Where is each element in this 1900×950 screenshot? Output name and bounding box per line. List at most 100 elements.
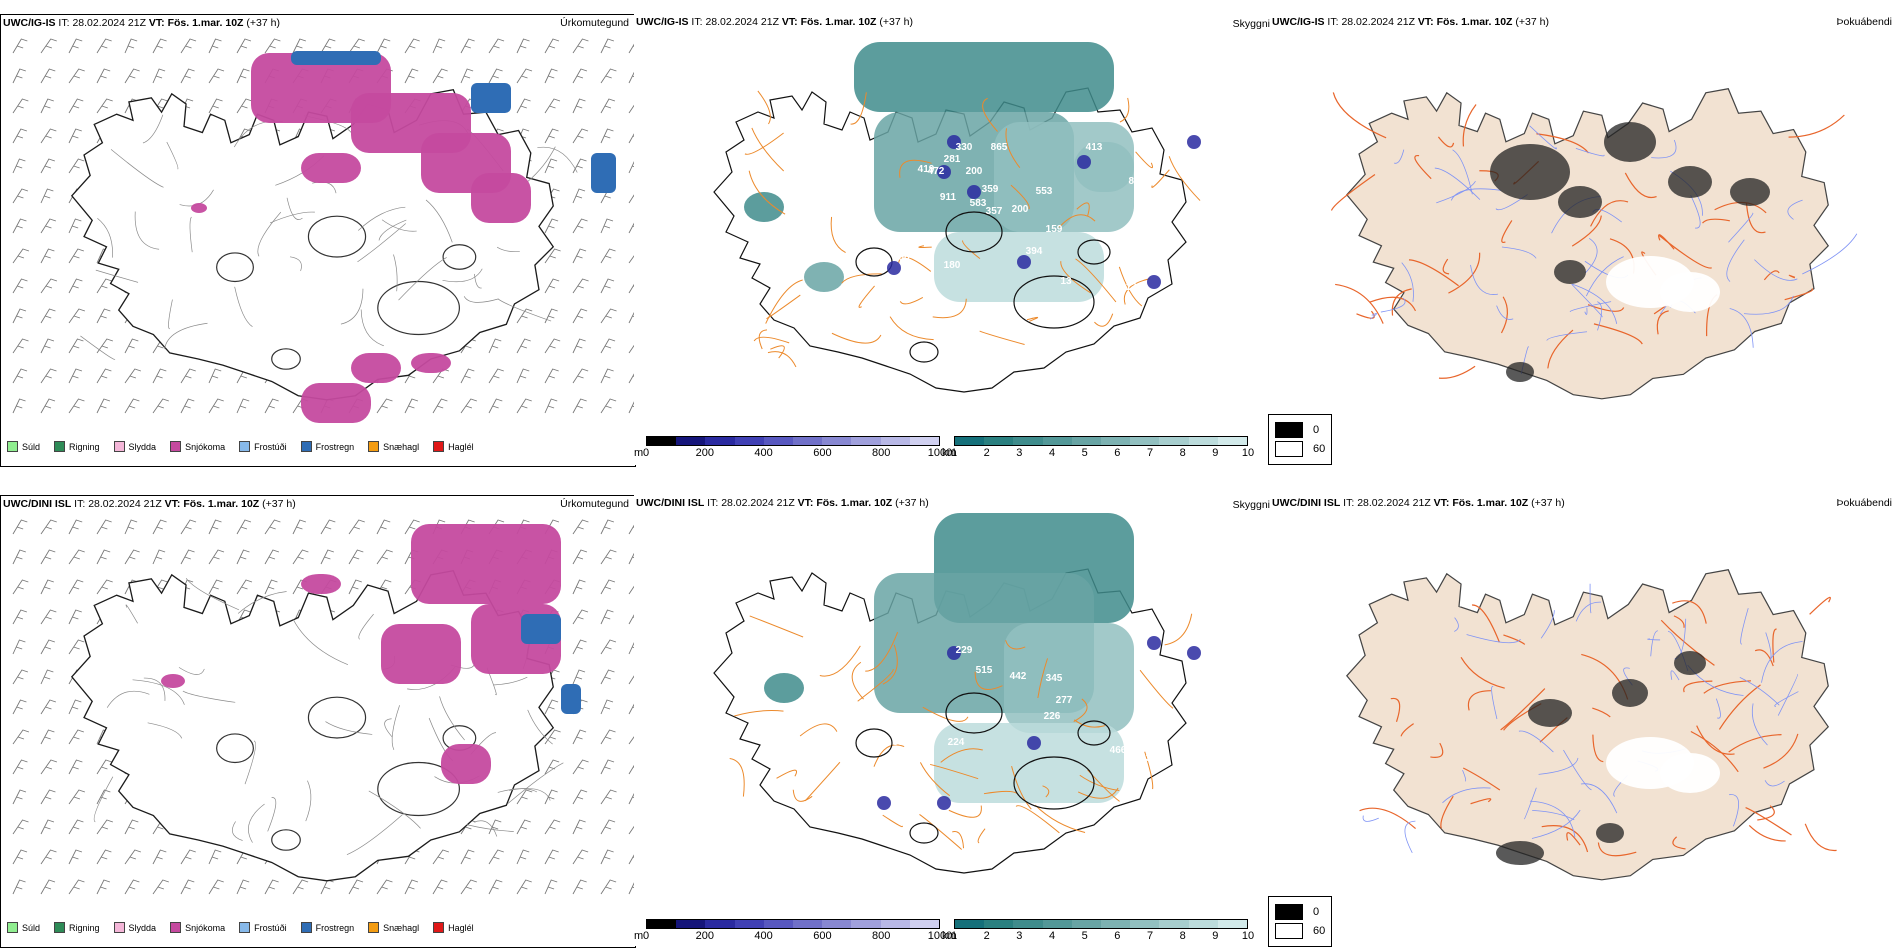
legend-label: Frostregn — [315, 922, 355, 933]
colorbar-segment — [1130, 920, 1160, 928]
fog-legend-row2: 0 60 — [1268, 896, 1333, 947]
model-name: UWC/IG-IS — [1272, 16, 1325, 28]
legend-label: Snjókoma — [185, 922, 226, 933]
visibility-colorbar: km 1 2 3 4 5 6 7 8 9 10 — [942, 919, 1254, 943]
colorbar-segment — [984, 437, 1014, 445]
panel-title: Þokuábendi — [1836, 497, 1892, 509]
colorbar-tick: 10 — [1241, 930, 1255, 942]
colorbar-segment — [734, 437, 764, 445]
it-value: 28.02.2024 21Z — [721, 497, 795, 509]
fog-legend-row1: 0 60 — [1268, 414, 1333, 465]
colorbar-segment — [1130, 437, 1160, 445]
vt-label: VT: — [781, 16, 798, 28]
model-name: UWC/IG-IS — [636, 16, 689, 28]
colorbar-segment — [984, 920, 1014, 928]
precip-legend-item: Slydda — [113, 441, 156, 452]
colorbar-tick: 600 — [813, 930, 832, 942]
precip-legend-item: Haglél — [433, 441, 474, 452]
ceiling-value-label: 80 — [1128, 176, 1140, 187]
colorbar-segment — [1217, 437, 1248, 445]
colorbar-segment — [676, 437, 706, 445]
precip-legend-item: Rigning — [54, 441, 100, 452]
colorbar-tick: 9 — [1212, 930, 1219, 942]
ceiling-value-label: 226 — [1044, 711, 1061, 722]
panel-header: UWC/DINI ISL IT: 28.02.2024 21Z VT: Fös.… — [636, 497, 929, 509]
colorbar-segment — [676, 920, 706, 928]
vt-label: VT: — [797, 497, 814, 509]
precip-legend-item: Snjókoma — [170, 441, 225, 452]
legend-label: Frostúði — [254, 922, 287, 933]
it-label: IT: — [58, 17, 70, 29]
ceiling-colorbar: m 0 200 400 600 800 1000 — [634, 436, 952, 460]
ceiling-value-label: 200 — [1012, 204, 1029, 215]
legend-swatch — [7, 922, 18, 933]
vt-label: VT: — [1433, 497, 1450, 509]
colorbar-segment — [763, 920, 794, 928]
legend-swatch — [239, 441, 251, 452]
colorbar-segment — [1159, 437, 1189, 445]
lead-time: (+37 h) — [895, 497, 929, 509]
ceiling-value-label: 401 — [1196, 164, 1213, 175]
panel-title: Skyggni — [1232, 18, 1270, 30]
ceiling-value-label: 124 — [926, 885, 943, 896]
colorbar-tick: 1000 — [927, 930, 953, 942]
legend-swatch — [113, 441, 125, 452]
fog-legend-swatch — [1275, 422, 1303, 438]
ceiling-value-label: 865 — [991, 142, 1008, 153]
ceiling-value-label: 281 — [944, 154, 961, 165]
legend-swatch — [113, 922, 125, 933]
ceiling-value-label: 419 — [918, 164, 935, 175]
colorbar-segment — [1071, 437, 1102, 445]
colorbar-tick: 200 — [695, 930, 714, 942]
model-name: UWC/DINI ISL — [636, 497, 705, 509]
ceiling-value-label: 229 — [956, 645, 973, 656]
precip-legend-item: Frostregn — [300, 922, 355, 933]
legend-label: Súld — [22, 441, 41, 452]
colorbar-tick: 8 — [1179, 447, 1186, 459]
panel-title: Skyggni — [1232, 499, 1270, 511]
fog-legend-item: 0 — [1275, 904, 1325, 920]
colorbar-segment — [647, 920, 677, 928]
panel-title: Úrkomutegund — [560, 17, 629, 29]
fog-index-map — [1330, 88, 1858, 400]
ceiling-value-label: 553 — [1036, 186, 1053, 197]
colorbar-segment — [851, 437, 881, 445]
ceiling-value-label: 13 — [1060, 276, 1072, 287]
colorbar-tick: 7 — [1146, 447, 1154, 459]
lead-time: (+37 h) — [1531, 497, 1565, 509]
precip-legend-item: Haglél — [433, 922, 474, 933]
colorbar-tick: 8 — [1179, 930, 1186, 942]
panel-title: Úrkomutegund — [560, 498, 629, 510]
precip-legend-item: Frostregn — [300, 441, 355, 452]
legend-label: Haglél — [448, 441, 474, 452]
it-label: IT: — [1327, 16, 1339, 28]
ceiling-value-label: 248 — [750, 725, 767, 736]
colorbar-gradient — [954, 919, 1248, 929]
colorbar-unit: km — [942, 930, 957, 942]
ceiling-value-label: 62 — [1148, 665, 1160, 676]
lead-time: (+37 h) — [879, 16, 913, 28]
colorbar-tick: 200 — [695, 447, 714, 459]
ceiling-value-label: 911 — [940, 192, 957, 203]
colorbar-tick: 6 — [1114, 930, 1121, 942]
legend-swatch — [170, 922, 182, 933]
colorbar-tick: 800 — [872, 447, 891, 459]
colorbar-tick: 9 — [1212, 447, 1219, 459]
precip-legend-item: Slydda — [113, 922, 156, 933]
colorbar-segment — [1042, 437, 1072, 445]
colorbar-unit: m — [634, 447, 644, 459]
colorbar-segment — [1071, 920, 1102, 928]
ceiling-value-label: 413 — [1086, 142, 1103, 153]
vt-value: Fös. 1.mar. 10Z — [800, 16, 877, 28]
ceiling-value-label: 200 — [966, 166, 983, 177]
legend-label: Snjókoma — [185, 441, 226, 452]
ceiling-value-label: 583 — [970, 198, 987, 209]
legend-label: Snæhagl — [383, 922, 420, 933]
legend-label: Frostregn — [315, 441, 355, 452]
colorbar-segment — [880, 437, 910, 445]
legend-swatch — [300, 441, 312, 452]
ceiling-value-label: 357 — [986, 206, 1003, 217]
legend-label: Rigning — [69, 441, 100, 452]
panel-header: UWC/DINI ISL IT: 28.02.2024 21Z VT: Fös.… — [1272, 497, 1565, 509]
